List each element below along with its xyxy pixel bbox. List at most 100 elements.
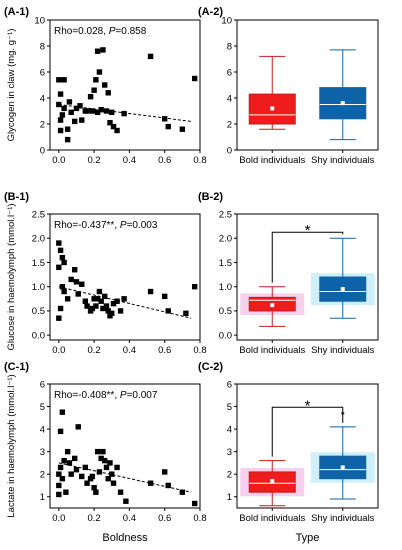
data-point [61,77,67,83]
x-tick-label: 0.0 [52,345,65,356]
data-point [114,464,120,471]
y-tick-label: 10 [221,15,232,26]
data-point [192,283,198,290]
data-point [102,293,108,300]
significance-star: * [305,222,311,239]
y-tick-label: 2 [227,469,232,480]
data-point [123,498,129,504]
x-tick-label: 0.6 [158,513,171,524]
data-point [109,471,115,477]
data-point [75,424,81,430]
data-point [105,90,111,96]
x-tick-label: 0.0 [52,513,65,524]
data-point [192,500,198,507]
plot-frame [49,383,201,509]
y-tick-label: 8 [40,41,45,52]
data-point [61,288,67,295]
data-point [59,112,66,118]
significance-star: * [305,397,311,414]
data-point [66,460,73,466]
x-tick-label: 0.8 [193,513,206,524]
data-point [56,101,62,108]
data-point [98,298,104,304]
stat-p-letter: P [120,390,127,401]
data-point [117,489,124,495]
data-point [103,464,110,471]
box-mean [340,465,345,470]
x-tick-label: Bold individuals [239,155,305,166]
y-tick-label: 6 [227,379,232,390]
x-tick-label: Shy individuals [311,155,375,166]
data-point [114,298,120,304]
data-point [100,305,106,312]
data-point [56,240,62,246]
data-point [64,126,71,132]
y-tick-label: 1 [227,492,232,503]
data-point [68,109,74,115]
x-tick-label: 0.4 [123,345,136,356]
panel-label: (B-1) [4,191,29,203]
y-tick-label: 0.0 [219,330,232,341]
panel-a-1: (A-1) 0 2 4 6 8 10 0.0 0.2 0.4 0.6 0.8 Rho=0.028, P=… [4,6,207,166]
data-point [121,110,127,117]
x-tick-label: 0.4 [123,513,136,524]
data-point [114,127,120,134]
panel-label: (B-2) [198,191,223,203]
data-point [56,491,62,498]
x-tick-label: 0.6 [158,345,171,356]
x-tick-label: 0.2 [88,155,101,166]
data-point [117,308,124,314]
panel-a-2: (A-2) 0 2 4 6 8 10 Bold individuals Shy individu… [198,6,379,166]
data-point [66,99,73,105]
y-tick-label: 3 [227,447,232,458]
data-point [94,48,101,54]
data-point [107,120,113,126]
panel-b-2: (B-2) 0.0 0.5 1.0 1.5 2.0 2.5 Bold individuals S… [198,191,379,356]
y-tick-label: 3 [40,447,45,458]
panel-label: (A-2) [198,6,223,18]
stat-p-value: =0.007 [127,390,158,401]
y-tick-label: 6 [227,67,232,78]
y-tick-label: 1.0 [32,282,45,293]
data-point [57,127,64,134]
x-axis-label: Type [296,532,320,544]
stat-p-value: =0.003 [127,220,158,231]
data-point [72,267,78,273]
x-tick-label: 0.8 [193,345,206,356]
data-point [61,457,67,464]
y-axis-label: Glycogen in claw (mg. g⁻¹) [6,29,17,142]
y-tick-label: 2.0 [219,234,232,245]
x-tick-label: Bold individuals [239,345,305,356]
x-tick-label: Bold individuals [239,513,305,524]
box-mean [340,101,345,106]
data-point [147,480,154,486]
data-point [121,296,127,302]
data-point [57,117,64,123]
stat-rho: Rho=-0.437**, [54,220,120,231]
data-point [192,75,198,82]
y-tick-label: 2.5 [32,209,45,220]
data-point [79,473,85,480]
y-tick-label: 4 [227,93,232,104]
data-point [165,123,171,130]
plot-frame [236,19,379,151]
y-tick-label: 4 [40,424,45,435]
data-point [147,288,154,295]
data-point [100,448,106,455]
data-point [59,475,66,482]
data-point [84,303,90,309]
y-tick-label: 2 [40,119,45,130]
data-point [91,87,97,93]
data-point [57,247,64,254]
stat-p-letter: P [120,220,127,231]
data-point [82,298,88,304]
data-point [98,107,104,113]
data-point [100,47,106,53]
data-point [162,293,168,300]
data-point [72,118,78,125]
data-point [96,69,103,75]
data-point [64,448,71,455]
data-point [147,53,154,60]
y-tick-label: 2.5 [219,209,232,220]
y-tick-label: 2 [40,469,45,480]
